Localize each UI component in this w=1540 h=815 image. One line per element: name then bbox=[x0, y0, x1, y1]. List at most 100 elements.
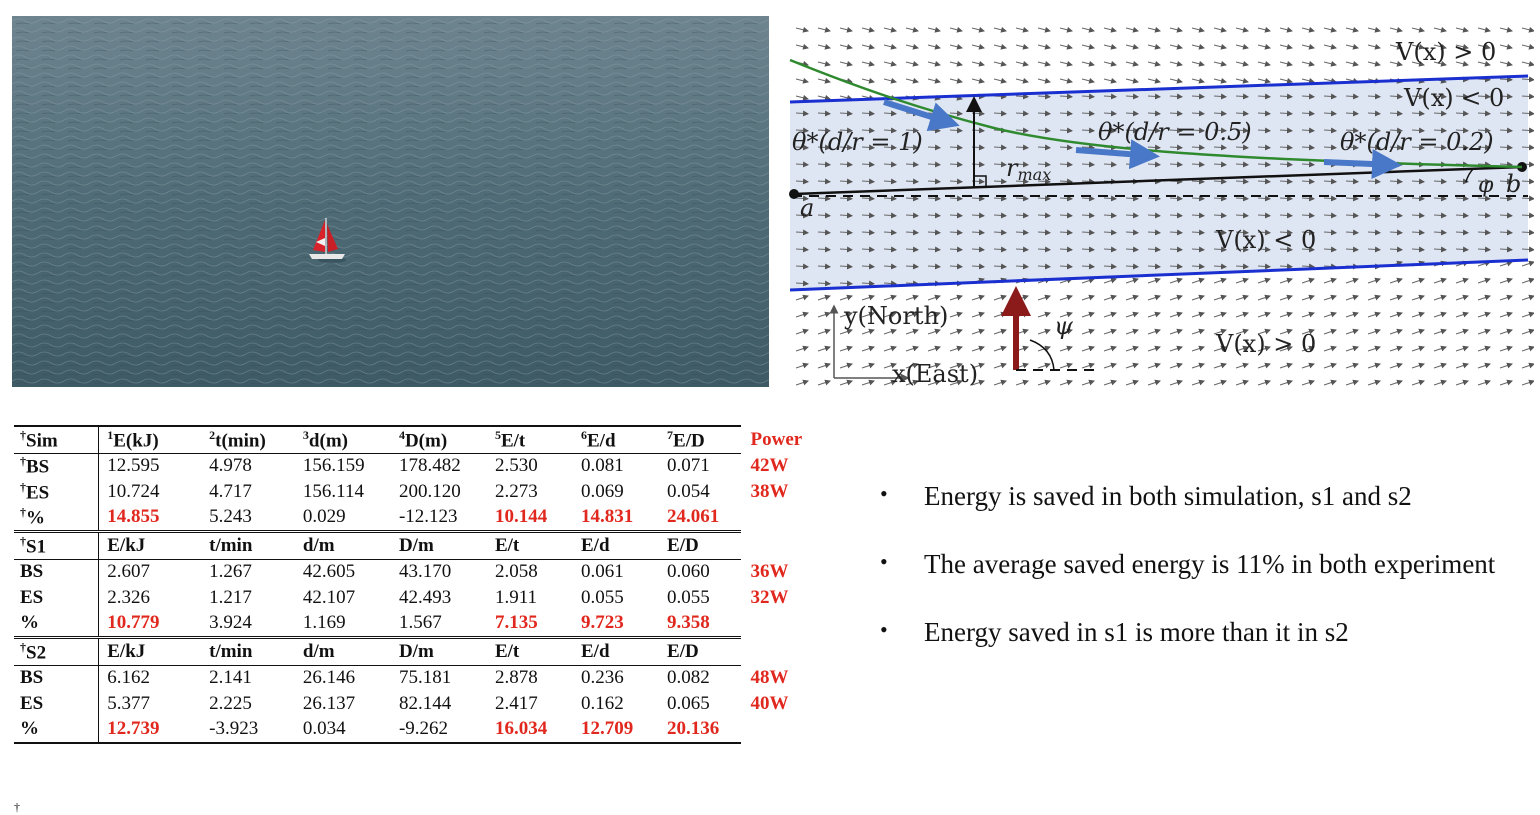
field-arrow bbox=[1411, 178, 1425, 185]
field-arrow bbox=[817, 229, 831, 236]
field-arrow bbox=[1191, 127, 1205, 134]
table-cell: 178.482 bbox=[398, 455, 461, 477]
field-arrow bbox=[1257, 328, 1271, 335]
field-arrow bbox=[1477, 110, 1491, 117]
field-arrow bbox=[1081, 110, 1095, 117]
field-arrow bbox=[839, 294, 853, 301]
field-arrow bbox=[817, 311, 831, 318]
field-arrow bbox=[1433, 328, 1447, 335]
field-arrow bbox=[1521, 379, 1534, 386]
label-v-neg-top: V(x) < 0 bbox=[1403, 84, 1504, 112]
field-arrow bbox=[1103, 127, 1117, 134]
table-cell: 82.144 bbox=[398, 692, 452, 714]
field-arrow bbox=[795, 110, 809, 117]
field-arrow bbox=[1411, 43, 1425, 50]
table-cell: 2.607 bbox=[98, 559, 206, 585]
field-arrow bbox=[817, 345, 831, 352]
bullet-dot: • bbox=[880, 481, 888, 506]
field-arrow bbox=[949, 294, 963, 301]
field-arrow bbox=[1235, 345, 1249, 352]
upper-boundary-line bbox=[789, 74, 1529, 104]
field-arrow bbox=[1037, 294, 1051, 301]
header-cell: E/d bbox=[577, 636, 664, 666]
field-arrow bbox=[1213, 26, 1227, 33]
field-arrow bbox=[949, 328, 963, 335]
field-arrow bbox=[1411, 277, 1425, 284]
table-cell: 12.739 bbox=[98, 716, 206, 744]
heading-arrow-2 bbox=[1075, 139, 1160, 170]
field-arrow bbox=[1323, 379, 1337, 386]
field-arrow bbox=[1301, 311, 1315, 318]
field-arrow bbox=[861, 345, 875, 352]
field-arrow bbox=[839, 229, 853, 236]
field-arrow bbox=[1037, 246, 1051, 253]
field-arrow bbox=[1235, 311, 1249, 318]
field-arrow bbox=[1015, 263, 1029, 270]
empty-cell bbox=[741, 638, 815, 666]
field-arrow bbox=[1081, 212, 1095, 219]
field-arrow bbox=[1389, 178, 1403, 185]
field-arrow bbox=[1345, 93, 1359, 100]
table-cell: 0.061 bbox=[581, 561, 624, 583]
field-arrow bbox=[1213, 379, 1227, 386]
table-cell: 42.605 bbox=[302, 561, 356, 583]
bullet-text: The average saved energy is 11% in both … bbox=[924, 548, 1496, 579]
field-arrow bbox=[1389, 379, 1403, 386]
field-arrow bbox=[927, 362, 941, 369]
field-arrow bbox=[817, 26, 831, 33]
field-arrow bbox=[927, 328, 941, 335]
field-arrow bbox=[1477, 277, 1491, 284]
power-cell: 40W bbox=[750, 692, 789, 714]
field-arrow bbox=[1169, 229, 1183, 236]
table-cell: 7.135 bbox=[494, 612, 538, 634]
row-label: †BS bbox=[20, 454, 50, 478]
bullet-dot: • bbox=[880, 616, 888, 642]
field-arrow bbox=[1521, 178, 1534, 185]
field-arrow bbox=[1279, 26, 1293, 33]
field-arrow bbox=[883, 345, 897, 352]
field-arrow bbox=[971, 379, 985, 386]
field-arrow bbox=[1345, 26, 1359, 33]
field-arrow bbox=[1411, 229, 1425, 236]
field-arrow bbox=[1191, 345, 1205, 352]
field-arrow bbox=[1301, 212, 1315, 219]
field-arrow bbox=[1433, 195, 1447, 202]
field-arrow bbox=[795, 280, 809, 287]
field-arrow bbox=[1213, 43, 1227, 50]
field-arrow bbox=[993, 294, 1007, 301]
table-cell: 0.081 bbox=[581, 455, 624, 477]
power-cell bbox=[741, 611, 815, 638]
field-arrow bbox=[1213, 178, 1227, 185]
field-arrow bbox=[1367, 195, 1381, 202]
table-cell: 1.567 bbox=[398, 612, 442, 634]
field-arrow bbox=[1433, 144, 1447, 151]
field-arrow bbox=[1301, 43, 1315, 50]
header-cell: E/kJ bbox=[98, 530, 206, 560]
field-arrow bbox=[971, 212, 985, 219]
table-row: †BS 12.595 4.978 156.159 178.482 2.530 0.081 0.… bbox=[14, 453, 814, 479]
field-arrow bbox=[1191, 93, 1205, 100]
field-arrow bbox=[1037, 263, 1051, 270]
table-cell: 0.054 bbox=[667, 480, 710, 502]
field-arrow bbox=[971, 77, 985, 84]
field-arrow bbox=[949, 379, 963, 386]
field-arrow bbox=[1279, 328, 1293, 335]
field-arrow bbox=[861, 77, 875, 84]
table-cell: 42.107 bbox=[302, 586, 356, 608]
field-arrow bbox=[795, 77, 809, 84]
field-arrow bbox=[1213, 110, 1227, 117]
field-arrow bbox=[927, 178, 941, 185]
field-arrow bbox=[795, 144, 809, 151]
field-arrow bbox=[1103, 246, 1117, 253]
field-arrow bbox=[1323, 93, 1337, 100]
field-arrow bbox=[1455, 26, 1469, 33]
field-arrow bbox=[949, 362, 963, 369]
field-arrow bbox=[1389, 110, 1403, 117]
table-cell: 0.162 bbox=[581, 692, 624, 714]
field-arrow bbox=[1323, 246, 1337, 253]
field-arrow bbox=[1213, 77, 1227, 84]
field-arrow bbox=[795, 246, 809, 253]
field-arrow bbox=[905, 60, 919, 67]
table-cell: 2.225 bbox=[209, 692, 252, 714]
field-arrow bbox=[1499, 328, 1513, 335]
